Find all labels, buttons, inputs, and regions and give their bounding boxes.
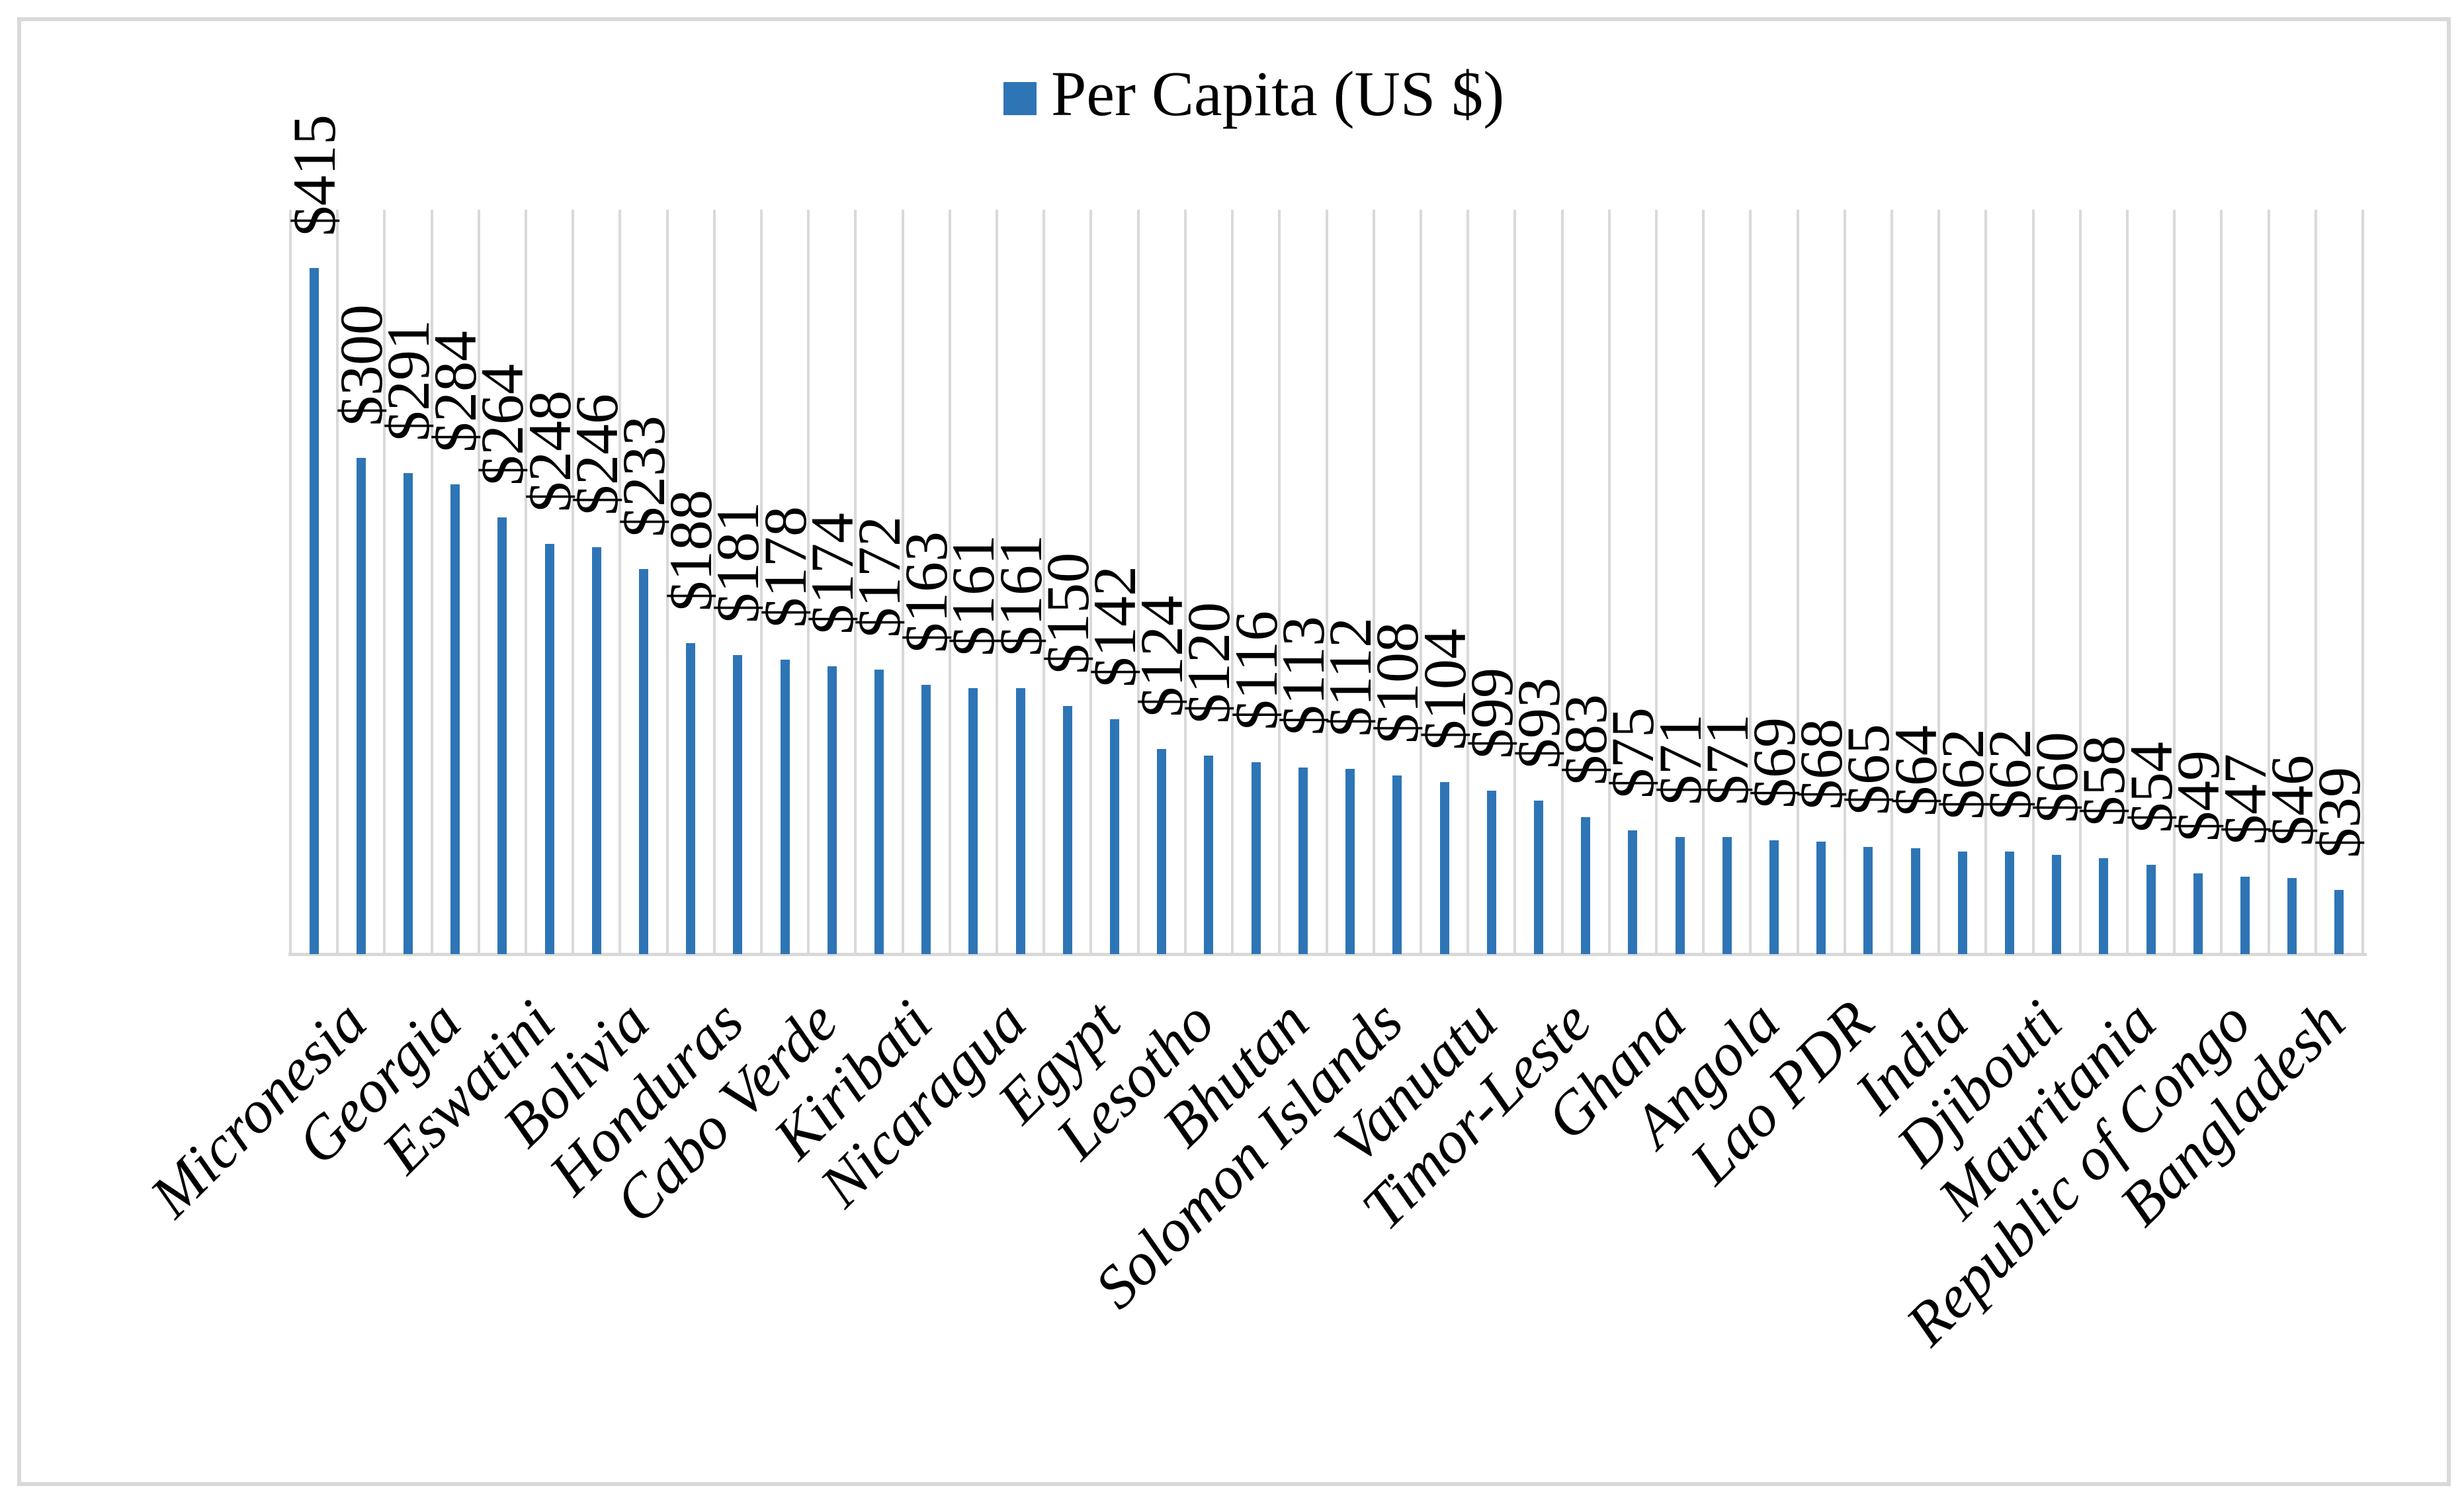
chart-area-border [17, 17, 2451, 1486]
vertical-gridline [336, 210, 339, 954]
vertical-gridline [1654, 210, 1658, 954]
legend-label: Per Capita (US $) [1051, 58, 1505, 129]
bar [1486, 790, 1496, 954]
vertical-gridline [2173, 210, 2176, 954]
vertical-gridline [2031, 210, 2035, 954]
vertical-gridline [1513, 210, 1517, 954]
bar [2334, 889, 2344, 954]
bar-value-label: $39 [2305, 766, 2373, 858]
vertical-gridline [996, 210, 999, 954]
bar [1863, 846, 1873, 954]
vertical-gridline [1796, 210, 1799, 954]
vertical-gridline [2125, 210, 2129, 954]
vertical-gridline [760, 210, 763, 954]
bar [1251, 762, 1261, 954]
bar [733, 654, 743, 954]
vertical-gridline [854, 210, 857, 954]
vertical-gridline [1419, 210, 1422, 954]
vertical-gridline [1749, 210, 1752, 954]
bar [1910, 848, 1920, 954]
bar [1675, 836, 1685, 954]
bar [2240, 876, 2250, 954]
bar [1204, 756, 1214, 954]
vertical-gridline [1843, 210, 1846, 954]
vertical-gridline [2314, 210, 2317, 954]
bar [356, 458, 366, 954]
vertical-gridline [1325, 210, 1328, 954]
bar [1345, 769, 1355, 954]
vertical-gridline [807, 210, 810, 954]
bar [2193, 873, 2203, 954]
bar [309, 267, 319, 954]
bar [639, 568, 649, 954]
legend: Per Capita (US $) [1003, 62, 1504, 126]
vertical-gridline [477, 210, 480, 954]
bar [1439, 782, 1449, 954]
vertical-gridline [1372, 210, 1375, 954]
vertical-gridline [383, 210, 386, 954]
bar [591, 547, 601, 954]
vertical-gridline [1890, 210, 1893, 954]
vertical-gridline [1136, 210, 1140, 954]
bar [2004, 852, 2014, 954]
vertical-gridline [2361, 210, 2364, 954]
bar-value-label: $415 [280, 114, 348, 236]
bar [1816, 842, 1826, 954]
bar [686, 643, 696, 954]
bar [497, 517, 507, 954]
x-axis-line [288, 953, 2367, 956]
vertical-gridline [289, 210, 292, 954]
vertical-gridline [1984, 210, 1988, 954]
vertical-gridline [618, 210, 622, 954]
vertical-gridline [1183, 210, 1187, 954]
bar [874, 670, 884, 954]
bar [1157, 749, 1167, 954]
bar [1392, 775, 1402, 954]
vertical-gridline [712, 210, 716, 954]
bar [2099, 858, 2109, 954]
vertical-gridline [525, 210, 528, 954]
vertical-gridline [665, 210, 669, 954]
legend-marker-square [1003, 82, 1037, 115]
bar [1110, 719, 1120, 954]
bar [1533, 800, 1543, 954]
bar [2146, 865, 2156, 954]
vertical-gridline [1089, 210, 1093, 954]
bar [2052, 855, 2062, 954]
bar [1015, 687, 1025, 954]
vertical-gridline [572, 210, 575, 954]
vertical-gridline [2078, 210, 2082, 954]
bar [2287, 878, 2297, 954]
bar [1628, 830, 1638, 954]
bar [544, 544, 554, 954]
vertical-gridline [430, 210, 433, 954]
bar [921, 684, 931, 954]
vertical-gridline [1607, 210, 1611, 954]
bar [1062, 706, 1072, 954]
vertical-gridline [1702, 210, 1705, 954]
vertical-gridline [1278, 210, 1281, 954]
bar [780, 660, 790, 954]
bar [827, 666, 837, 954]
vertical-gridline [1937, 210, 1941, 954]
bar [450, 484, 460, 954]
vertical-gridline [1466, 210, 1470, 954]
bar [1957, 852, 1967, 954]
vertical-gridline [1042, 210, 1046, 954]
vertical-gridline [948, 210, 951, 954]
bar [404, 472, 413, 954]
bar [1769, 840, 1779, 954]
bar [1298, 767, 1308, 954]
vertical-gridline [2220, 210, 2223, 954]
vertical-gridline [2267, 210, 2270, 954]
bar [1722, 836, 1732, 954]
vertical-gridline [1231, 210, 1234, 954]
vertical-gridline [901, 210, 904, 954]
bar [968, 687, 978, 954]
bar [1581, 816, 1591, 954]
vertical-gridline [1560, 210, 1564, 954]
